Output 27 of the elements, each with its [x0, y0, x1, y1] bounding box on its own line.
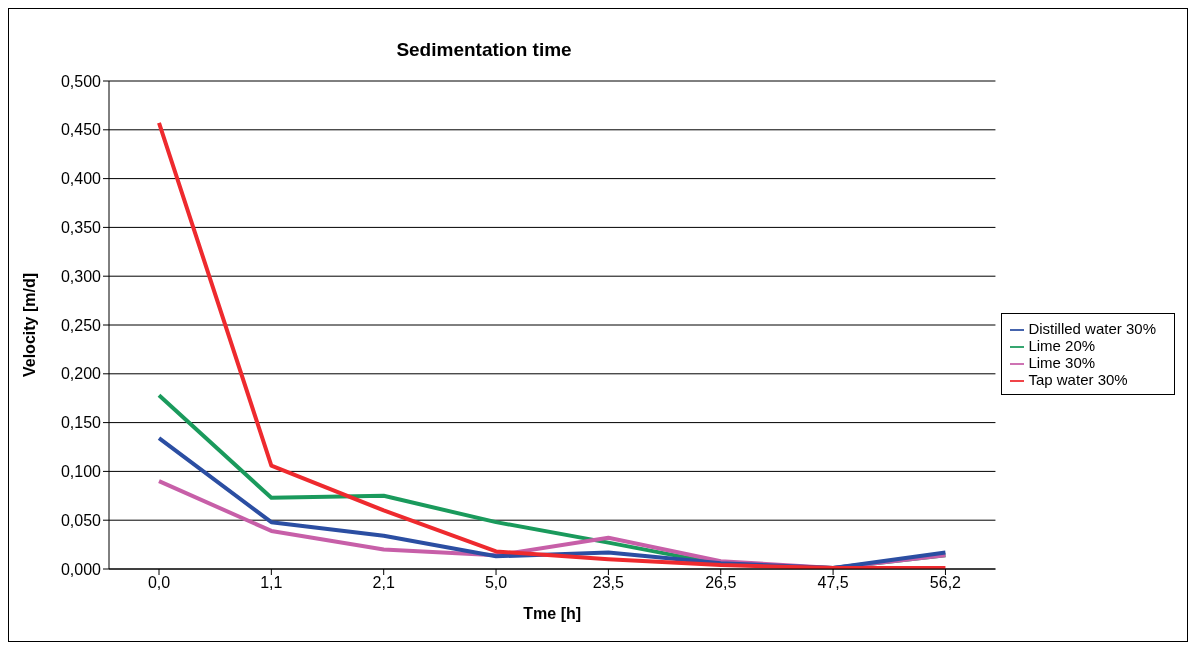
- chart-title: Sedimentation time: [395, 39, 573, 61]
- y-tick-label: 0,450: [60, 121, 102, 139]
- legend-label: Lime 30%: [1028, 354, 1096, 371]
- x-tick-label: 1,1: [260, 574, 283, 592]
- x-tick-label: 5,0: [484, 574, 508, 592]
- x-tick-label: 23,5: [592, 574, 625, 592]
- legend-label: Lime 20%: [1028, 336, 1096, 354]
- y-axis-title: Velocity [m/d]: [20, 272, 38, 378]
- y-tick-label: 0,100: [60, 463, 102, 481]
- y-tick-label: 0,250: [60, 316, 102, 334]
- line-series: [157, 120, 948, 569]
- legend-label: Tap water 30%: [1028, 371, 1128, 389]
- y-tick-label: 0,300: [60, 267, 102, 285]
- x-tick-label: 56,2: [929, 574, 962, 592]
- x-tick-label: 0,0: [147, 574, 171, 592]
- y-tick-label: 0,000: [60, 560, 102, 578]
- y-tick-label: 0,050: [60, 511, 102, 529]
- y-tick-label: 0,150: [60, 414, 102, 432]
- x-tick-label: 26,5: [705, 574, 737, 592]
- legend-label: Distilled water 30%: [1028, 319, 1156, 337]
- y-tick-label: 0,400: [60, 170, 102, 188]
- x-tick-label: 47,5: [817, 574, 849, 592]
- y-tick-label: 0,200: [60, 365, 102, 383]
- x-tick-label: 2,1: [372, 574, 395, 592]
- y-tick-label: 0,500: [60, 72, 102, 90]
- x-axis-title: Tme [h]: [523, 605, 582, 622]
- y-tick-label: 0,350: [60, 219, 102, 237]
